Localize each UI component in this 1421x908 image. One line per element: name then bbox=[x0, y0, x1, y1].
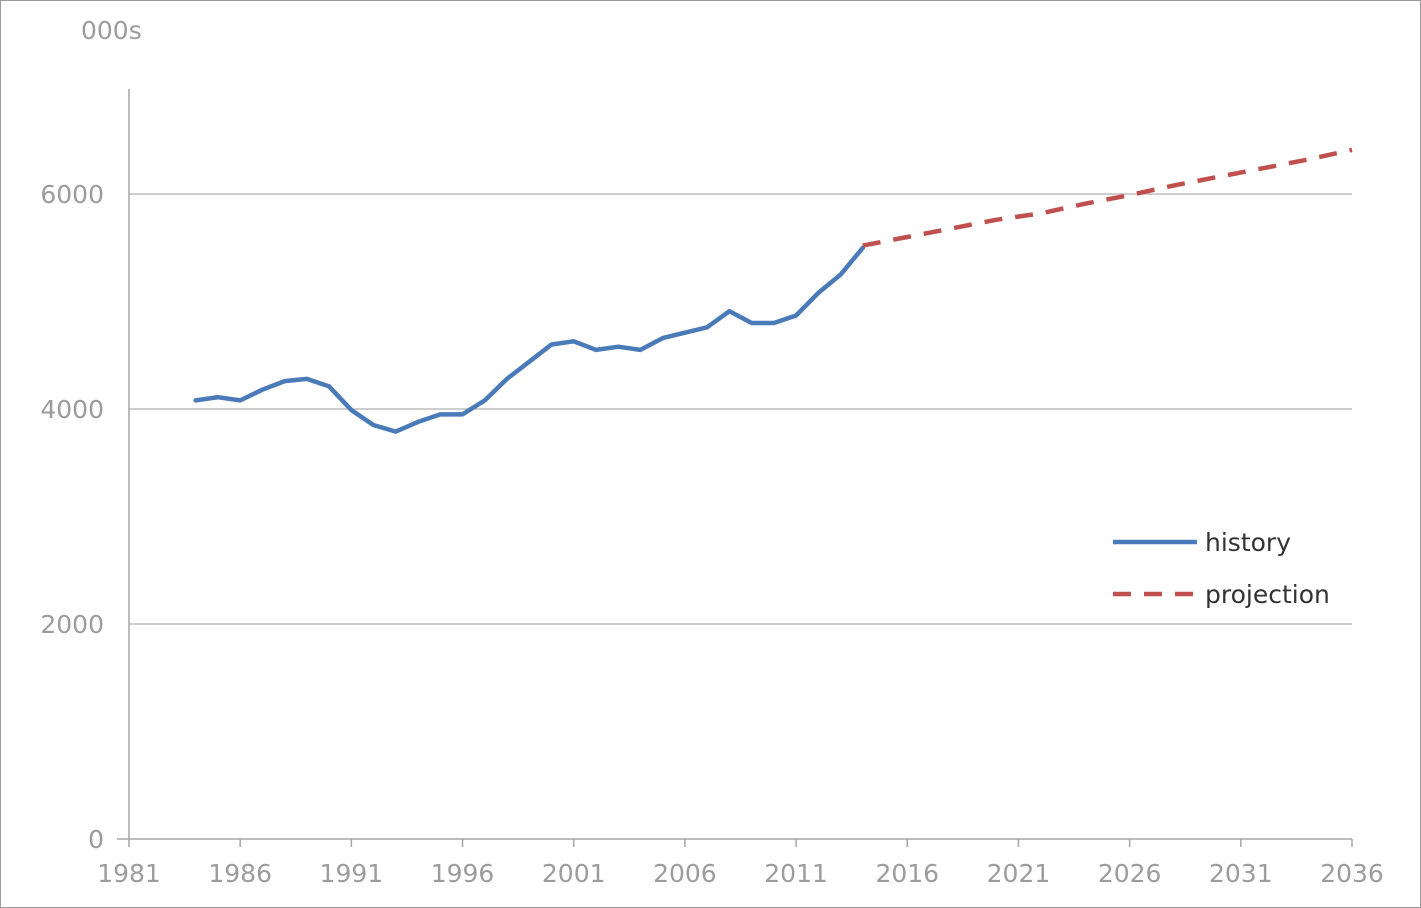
tick-labels: 0 2000 4000 6000 1981 1986 1991 1996 2001 2006 201… bbox=[40, 180, 1383, 888]
x-tick-label: 2031 bbox=[1209, 859, 1273, 888]
y-tick-label: 4000 bbox=[40, 395, 104, 424]
legend: history projection bbox=[1113, 528, 1330, 609]
x-tick-label: 1996 bbox=[431, 859, 495, 888]
legend-label-history: history bbox=[1205, 528, 1291, 557]
grid-lines bbox=[129, 193, 1352, 625]
series-line-history bbox=[193, 245, 866, 434]
y-tick-label: 6000 bbox=[40, 180, 104, 209]
y-axis-unit-label: 000s bbox=[81, 16, 142, 45]
legend-label-projection: projection bbox=[1205, 580, 1330, 609]
x-tick-label: 2001 bbox=[542, 859, 606, 888]
x-tick-label: 2011 bbox=[764, 859, 828, 888]
series-lines bbox=[193, 147, 1353, 434]
x-tick-label: 2016 bbox=[875, 859, 939, 888]
series-line-projection bbox=[862, 147, 1353, 248]
x-tick-label: 1981 bbox=[97, 859, 161, 888]
x-tick-label: 2021 bbox=[987, 859, 1051, 888]
y-tick-label: 0 bbox=[88, 825, 104, 854]
x-tick-label: 1986 bbox=[208, 859, 272, 888]
axes bbox=[117, 89, 1353, 847]
x-tick-label: 1991 bbox=[320, 859, 384, 888]
x-tick-label: 2026 bbox=[1098, 859, 1162, 888]
x-tick-label: 2036 bbox=[1320, 859, 1384, 888]
y-tick-label: 2000 bbox=[40, 610, 104, 639]
x-tick-label: 2006 bbox=[653, 859, 717, 888]
